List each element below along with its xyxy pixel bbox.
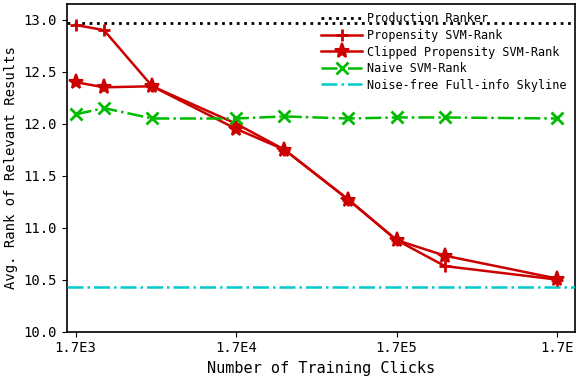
Line: Propensity SVM-Rank: Propensity SVM-Rank — [70, 19, 563, 286]
Y-axis label: Avg. Rank of Relevant Results: Avg. Rank of Relevant Results — [4, 46, 18, 289]
Naive SVM-Rank — [345, 116, 351, 121]
Naive SVM-Rank — [148, 116, 155, 121]
Clipped Propensity SVM-Rank — [100, 85, 107, 90]
Propensity SVM-Rank — [345, 197, 351, 202]
Propensity SVM-Rank — [233, 121, 240, 126]
Propensity SVM-Rank — [72, 23, 79, 27]
Clipped Propensity SVM-Rank — [393, 238, 400, 242]
Naive SVM-Rank — [553, 116, 560, 121]
Clipped Propensity SVM-Rank — [441, 253, 448, 258]
Clipped Propensity SVM-Rank — [553, 276, 560, 281]
Legend: Production Ranker, Propensity SVM-Rank, Clipped Propensity SVM-Rank, Naive SVM-R: Production Ranker, Propensity SVM-Rank, … — [319, 10, 569, 94]
Clipped Propensity SVM-Rank — [233, 127, 240, 131]
X-axis label: Number of Training Clicks: Number of Training Clicks — [207, 361, 435, 376]
Naive SVM-Rank — [100, 106, 107, 110]
Clipped Propensity SVM-Rank — [281, 147, 288, 152]
Naive SVM-Rank — [393, 115, 400, 120]
Propensity SVM-Rank — [553, 277, 560, 282]
Propensity SVM-Rank — [281, 147, 288, 152]
Naive SVM-Rank — [281, 114, 288, 119]
Clipped Propensity SVM-Rank — [345, 197, 351, 202]
Propensity SVM-Rank — [100, 28, 107, 32]
Naive SVM-Rank — [441, 115, 448, 120]
Propensity SVM-Rank — [393, 238, 400, 242]
Naive SVM-Rank — [72, 112, 79, 117]
Clipped Propensity SVM-Rank — [72, 80, 79, 84]
Line: Clipped Propensity SVM-Rank: Clipped Propensity SVM-Rank — [68, 74, 565, 286]
Propensity SVM-Rank — [148, 84, 155, 89]
Naive SVM-Rank — [233, 116, 240, 121]
Propensity SVM-Rank — [441, 264, 448, 268]
Line: Naive SVM-Rank: Naive SVM-Rank — [70, 102, 563, 125]
Clipped Propensity SVM-Rank — [148, 84, 155, 89]
